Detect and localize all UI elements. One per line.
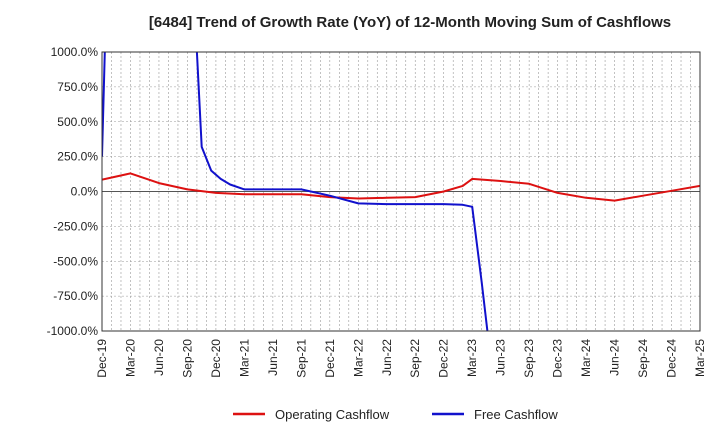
y-tick-label: -1000.0% xyxy=(47,324,99,338)
legend-entry-free-cashflow: Free Cashflow xyxy=(432,407,558,422)
x-tick-label: Sep-20 xyxy=(180,339,194,378)
x-tick-labels: Dec-19 Mar-20 Jun-20 Sep-20 Dec-20 Mar-21 Jun-… xyxy=(95,339,707,378)
x-tick-label: Mar-25 xyxy=(693,339,707,377)
y-tick-label: 500.0% xyxy=(57,115,98,129)
x-tick-label: Dec-23 xyxy=(551,339,565,378)
x-tick-label: Sep-22 xyxy=(408,339,422,378)
y-tick-label: -500.0% xyxy=(53,254,98,268)
grid-lines xyxy=(101,51,701,332)
x-tick-label: Mar-21 xyxy=(237,339,251,377)
x-tick-label: Jun-22 xyxy=(380,339,394,376)
x-tick-label: Mar-23 xyxy=(465,339,479,377)
legend: Operating Cashflow Free Cashflow xyxy=(233,407,558,422)
y-tick-labels: -1000.0% -750.0% -500.0% -250.0% 0.0% 250.0% 5… xyxy=(47,45,99,338)
x-tick-label: Sep-24 xyxy=(636,339,650,378)
legend-label-free-cashflow: Free Cashflow xyxy=(474,407,558,422)
legend-entry-operating-cashflow: Operating Cashflow xyxy=(233,407,390,422)
y-tick-label: -250.0% xyxy=(53,219,98,233)
x-tick-label: Mar-20 xyxy=(123,339,137,377)
x-tick-label: Mar-24 xyxy=(579,339,593,377)
legend-label-operating-cashflow: Operating Cashflow xyxy=(275,407,390,422)
y-tick-label: 250.0% xyxy=(57,150,98,164)
x-tick-label: Mar-22 xyxy=(351,339,365,377)
y-tick-label: -750.0% xyxy=(53,289,98,303)
x-tick-label: Jun-21 xyxy=(266,339,280,376)
x-tick-label: Jun-23 xyxy=(494,339,508,376)
x-tick-label: Jun-24 xyxy=(608,339,622,376)
y-tick-label: 0.0% xyxy=(71,185,99,199)
x-tick-label: Dec-20 xyxy=(209,339,223,378)
x-tick-label: Dec-19 xyxy=(95,339,109,378)
x-tick-label: Dec-21 xyxy=(323,339,337,378)
x-tick-label: Sep-21 xyxy=(294,339,308,378)
chart-title: [6484] Trend of Growth Rate (YoY) of 12-… xyxy=(149,14,671,31)
x-tick-label: Jun-20 xyxy=(152,339,166,376)
series-line-operating-cashflow xyxy=(102,172,700,202)
plot-border xyxy=(101,51,701,332)
y-tick-label: 1000.0% xyxy=(51,45,99,59)
x-tick-label: Sep-23 xyxy=(522,339,536,378)
x-tick-label: Dec-22 xyxy=(437,339,451,378)
y-tick-label: 750.0% xyxy=(57,80,98,94)
x-tick-label: Dec-24 xyxy=(665,339,679,378)
